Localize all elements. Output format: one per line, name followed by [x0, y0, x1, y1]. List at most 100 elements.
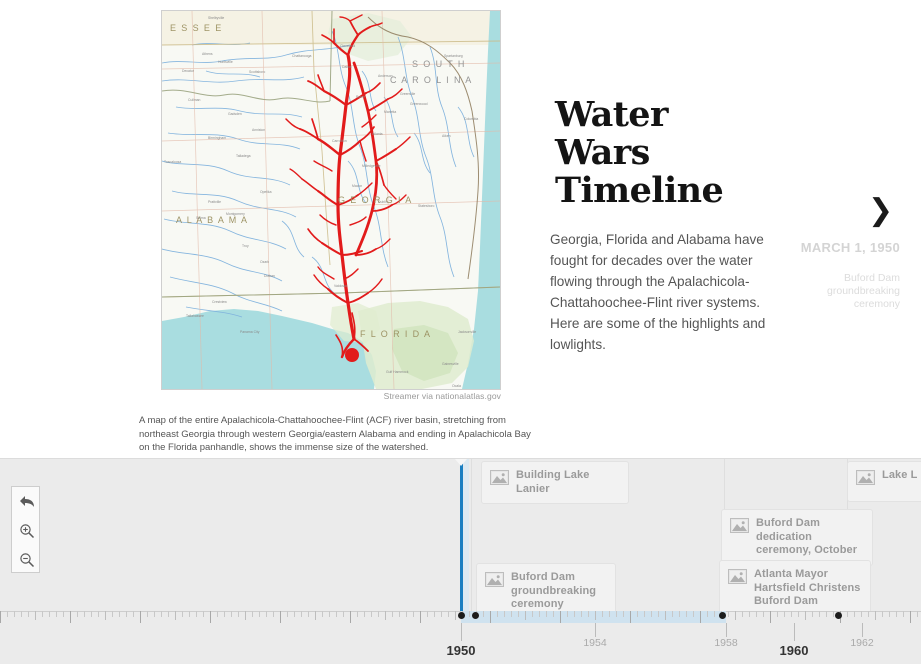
- image-placeholder-icon: [492, 472, 507, 483]
- timeline-panel[interactable]: Building Lake Lanier Buford Dam groundbre…: [0, 458, 921, 664]
- ruler-year-stem: [461, 623, 462, 641]
- ruler-tick: [770, 611, 771, 623]
- ruler-tick: [203, 611, 204, 617]
- next-chevron-icon[interactable]: ❯: [868, 193, 894, 228]
- ruler-baseline: [0, 611, 921, 612]
- svg-text:Spartanburg: Spartanburg: [444, 54, 463, 58]
- ruler-tick: [616, 611, 617, 617]
- svg-text:Atlanta: Atlanta: [372, 132, 383, 136]
- ruler-tick: [567, 611, 568, 617]
- svg-text:Cullman: Cullman: [188, 98, 201, 102]
- ruler-tick: [7, 611, 8, 617]
- timeline-event-card[interactable]: Buford Dam groundbreaking ceremony: [476, 563, 616, 611]
- ruler-tick: [56, 611, 57, 617]
- svg-text:Aiken: Aiken: [442, 134, 451, 138]
- page-title: Water Wars Timeline: [555, 96, 855, 210]
- timeline-event-card[interactable]: Buford Dam dedication ceremony, October: [721, 509, 873, 566]
- ruler-year-label[interactable]: 1960: [779, 643, 809, 658]
- ruler-tick: [707, 611, 708, 617]
- ruler-tick: [917, 611, 918, 617]
- ruler-tick: [119, 611, 120, 617]
- svg-text:Opelika: Opelika: [260, 190, 272, 194]
- ruler-event-dot[interactable]: [472, 612, 479, 619]
- ruler-tick: [77, 611, 78, 617]
- ruler-tick: [154, 611, 155, 617]
- basin-map[interactable]: E S S E E S O U T H C A R O L I N A A L …: [161, 10, 501, 390]
- image-placeholder-icon: [485, 572, 504, 587]
- ruler-tick: [742, 611, 743, 617]
- ruler-tick: [175, 611, 176, 620]
- ruler-tick: [581, 611, 582, 617]
- ruler-event-dot[interactable]: [719, 612, 726, 619]
- ruler-tick: [42, 611, 43, 617]
- ruler-year-label[interactable]: 1954: [583, 637, 607, 649]
- ruler-tick: [259, 611, 260, 617]
- ruler-tick: [623, 611, 624, 617]
- ruler-event-dot[interactable]: [835, 612, 842, 619]
- svg-text:Shelbyville: Shelbyville: [208, 16, 224, 20]
- back-arrow-button[interactable]: [12, 487, 41, 516]
- ruler-tick: [224, 611, 225, 617]
- ruler-tick: [287, 611, 288, 617]
- ruler-tick: [35, 611, 36, 620]
- ruler-year-label[interactable]: 1962: [850, 637, 874, 649]
- ruler-tick: [903, 611, 904, 617]
- ruler-tick: [553, 611, 554, 617]
- svg-text:Macon: Macon: [352, 184, 362, 188]
- svg-text:Greenwood: Greenwood: [410, 102, 428, 106]
- timeline-toolbar[interactable]: [11, 486, 40, 573]
- ruler-year-label[interactable]: 1950: [446, 643, 476, 658]
- timeline-track-band[interactable]: Building Lake Lanier Buford Dam groundbre…: [0, 459, 921, 611]
- svg-text:Cleveland: Cleveland: [340, 44, 355, 48]
- ruler-tick: [665, 611, 666, 620]
- ruler-tick: [882, 611, 883, 617]
- ruler-tick: [497, 611, 498, 617]
- timeline-ruler[interactable]: 1950 1954 1958 1960 1962: [0, 611, 921, 664]
- ruler-year-stem: [726, 623, 727, 637]
- ruler-year-label[interactable]: 1958: [714, 637, 738, 649]
- ruler-tick: [427, 611, 428, 617]
- basin-outlet-marker: [345, 348, 359, 362]
- zoom-out-button[interactable]: [12, 545, 41, 574]
- ruler-tick: [854, 611, 855, 617]
- timeline-event-card[interactable]: Atlanta Mayor Hartsfield Christens Bufor…: [719, 560, 871, 611]
- svg-text:Tallahassee: Tallahassee: [186, 314, 204, 318]
- svg-text:Carrollton: Carrollton: [332, 139, 347, 143]
- svg-text:Troy: Troy: [242, 244, 249, 248]
- ruler-tick-marks: [0, 611, 921, 623]
- timeline-column-separator: [471, 459, 472, 611]
- svg-text:Dublin: Dublin: [378, 200, 388, 204]
- ruler-tick: [147, 611, 148, 617]
- ruler-tick: [245, 611, 246, 620]
- svg-text:Chattanooga: Chattanooga: [292, 54, 312, 58]
- ruler-tick: [343, 611, 344, 617]
- timeline-event-card[interactable]: Building Lake Lanier: [481, 461, 629, 504]
- ruler-tick: [378, 611, 379, 617]
- svg-text:Statesboro: Statesboro: [418, 204, 435, 208]
- ruler-tick: [84, 611, 85, 617]
- ruler-tick: [679, 611, 680, 617]
- svg-text:A L A B A M A: A L A B A M A: [176, 215, 248, 225]
- ruler-tick: [847, 611, 848, 617]
- ruler-tick: [588, 611, 589, 617]
- ruler-tick: [798, 611, 799, 617]
- ruler-tick: [70, 611, 71, 623]
- svg-text:Ocala: Ocala: [452, 384, 461, 388]
- image-placeholder-icon: [730, 571, 745, 582]
- ruler-tick: [189, 611, 190, 617]
- ruler-tick: [406, 611, 407, 617]
- ruler-tick: [28, 611, 29, 617]
- timeline-event-card[interactable]: Lake L: [847, 461, 921, 502]
- svg-text:Anderson: Anderson: [378, 74, 393, 78]
- zoom-in-button[interactable]: [12, 516, 41, 545]
- ruler-tick: [168, 611, 169, 617]
- ruler-tick: [637, 611, 638, 617]
- ruler-tick: [21, 611, 22, 617]
- ruler-tick: [126, 611, 127, 617]
- ruler-tick: [546, 611, 547, 617]
- svg-text:Ozark: Ozark: [260, 260, 269, 264]
- svg-text:Dothan: Dothan: [264, 274, 275, 278]
- ruler-event-dot[interactable]: [458, 612, 465, 619]
- playhead-line[interactable]: [460, 459, 463, 611]
